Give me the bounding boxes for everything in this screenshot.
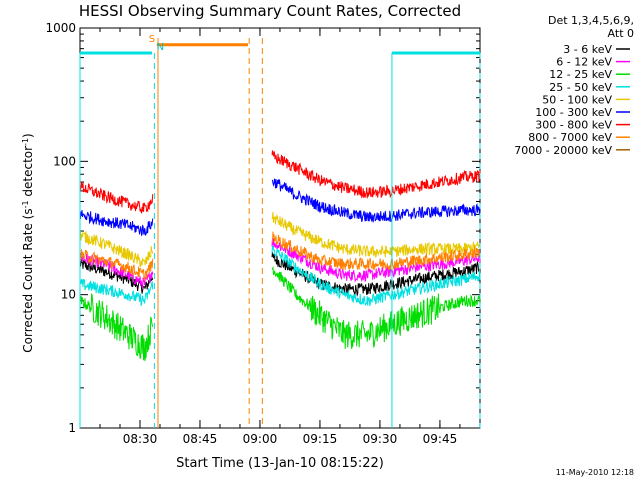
legend-header-line-1: Det 1,3,4,5,6,9, [548,14,634,27]
y-axis-label: Corrected Count Rate (s-1 detector-1) [21,133,36,352]
legend-label: 6 - 12 keV [556,56,612,69]
x-tick-label: 09:45 [423,432,458,446]
legend-label: 100 - 300 keV [535,106,612,119]
legend-label: 3 - 6 keV [563,43,612,56]
legend-label: 50 - 100 keV [542,93,612,106]
series-group [79,43,481,281]
x-tick-label: 09:00 [243,432,278,446]
footer-timestamp: 11-May-2010 12:18 [556,468,634,477]
legend-label: 7000 - 20000 keV [514,144,612,157]
series-group [79,178,481,237]
marker-label: N [157,42,164,53]
chart-title: HESSI Observing Summary Count Rates, Cor… [79,2,461,20]
legend-header-line-2: Att 0 [608,27,634,40]
series-line [79,249,154,281]
series-group [79,265,481,361]
series-line [271,211,481,259]
series-line [79,252,154,289]
series-line [271,150,481,199]
y-axis-label-part: detector [21,146,35,201]
series-line [271,178,481,223]
series-group [79,211,481,268]
x-tick-label: 09:15 [303,432,338,446]
series-group [79,245,481,307]
y-tick-label: 1000 [45,21,76,35]
legend-label: 800 - 7000 keV [528,131,612,144]
y-tick-label: 10 [61,288,76,302]
marker-label: S [149,34,155,45]
series-group [79,238,481,289]
series-line [271,231,481,271]
y-axis-label-part: ) [21,133,35,138]
series-line [79,181,154,214]
y-axis-label-exponent: -1 [21,138,30,146]
series-line [79,231,154,268]
series-line [79,258,154,294]
legend-label: 300 - 800 keV [535,119,612,132]
series-line [271,238,481,283]
legend-label: 25 - 50 keV [549,81,612,94]
y-tick-label: 100 [53,154,76,168]
series-line [271,245,481,307]
x-tick-label: 08:45 [183,432,218,446]
y-axis-label-exponent: -1 [21,200,30,208]
x-tick-label: 09:30 [363,432,398,446]
y-tick-label: 1 [68,421,76,435]
y-axis-label-part: Corrected Count Rate (s [21,208,35,352]
legend-label: 12 - 25 keV [549,68,612,81]
series-line [79,279,154,307]
x-tick-label: 08:30 [123,432,158,446]
series-line [271,265,481,350]
x-axis-label: Start Time (13-Jan-10 08:15:22) [176,456,384,471]
series-group [79,150,481,214]
series-line [79,292,154,361]
series-line [79,210,154,237]
